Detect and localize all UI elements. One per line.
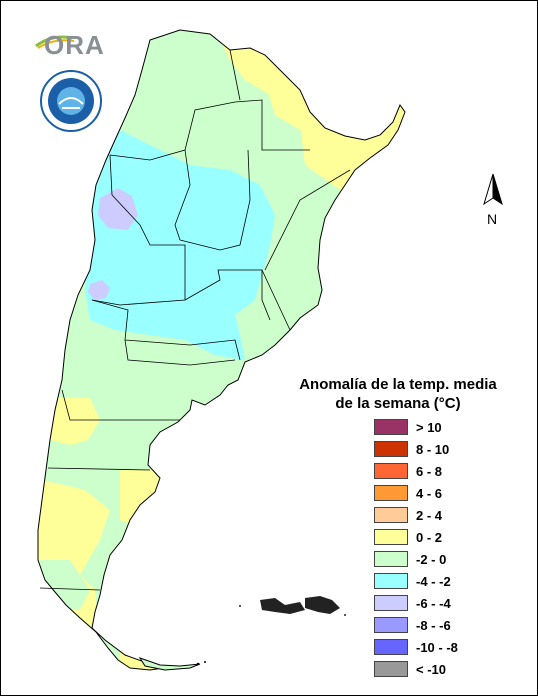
- legend-swatch: [374, 419, 408, 435]
- legend-label: 4 - 6: [416, 485, 443, 501]
- legend-label: -2 - 0: [416, 551, 447, 567]
- legend-item: -8 - -6: [374, 616, 451, 634]
- legend-label: -8 - -6: [416, 617, 451, 633]
- legend-item: 2 - 4: [374, 506, 442, 524]
- legend-label: 6 - 8: [416, 463, 443, 479]
- legend-label: -10 - -8: [416, 639, 458, 655]
- legend-title: Anomalía de la temp. media de la semana …: [288, 375, 508, 413]
- smn-emblem-icon: [40, 70, 102, 132]
- legend-label: < -10: [416, 661, 446, 677]
- legend-swatch: [374, 507, 408, 523]
- legend-item: -6 - -4: [374, 594, 451, 612]
- legend-item: 0 - 2: [374, 528, 442, 546]
- legend-title-line1: Anomalía de la temp. media: [299, 376, 497, 393]
- north-label: N: [487, 211, 498, 227]
- legend-item: 8 - 10: [374, 440, 449, 458]
- ora-logo-icon: [35, 35, 75, 49]
- ora-logo-text: ORA: [44, 30, 105, 60]
- legend-swatch: [374, 485, 408, 501]
- legend-label: 0 - 2: [416, 529, 443, 545]
- legend-swatch: [374, 551, 408, 567]
- legend-swatch: [374, 661, 408, 677]
- legend-label: -6 - -4: [416, 595, 451, 611]
- legend-label: -4 - -2: [416, 573, 451, 589]
- legend-title-line2: de la semana (°C): [335, 395, 461, 412]
- legend-swatch: [374, 441, 408, 457]
- legend-label: 8 - 10: [416, 441, 450, 457]
- legend-item: -4 - -2: [374, 572, 451, 590]
- legend-item: 4 - 6: [374, 484, 442, 502]
- legend-swatch: [374, 463, 408, 479]
- legend-item: 6 - 8: [374, 462, 442, 480]
- legend-item: -10 - -8: [374, 638, 458, 656]
- legend-swatch: [374, 639, 408, 655]
- legend-swatch: [374, 529, 408, 545]
- legend-swatch: [374, 573, 408, 589]
- legend-label: > 10: [416, 419, 442, 435]
- legend-item: > 10: [374, 418, 442, 436]
- north-arrow-icon: [483, 173, 503, 206]
- legend-swatch: [374, 595, 408, 611]
- legend-item: -2 - 0: [374, 550, 446, 568]
- legend-label: 2 - 4: [416, 507, 443, 523]
- legend-item: < -10: [374, 660, 446, 678]
- legend-swatch: [374, 617, 408, 633]
